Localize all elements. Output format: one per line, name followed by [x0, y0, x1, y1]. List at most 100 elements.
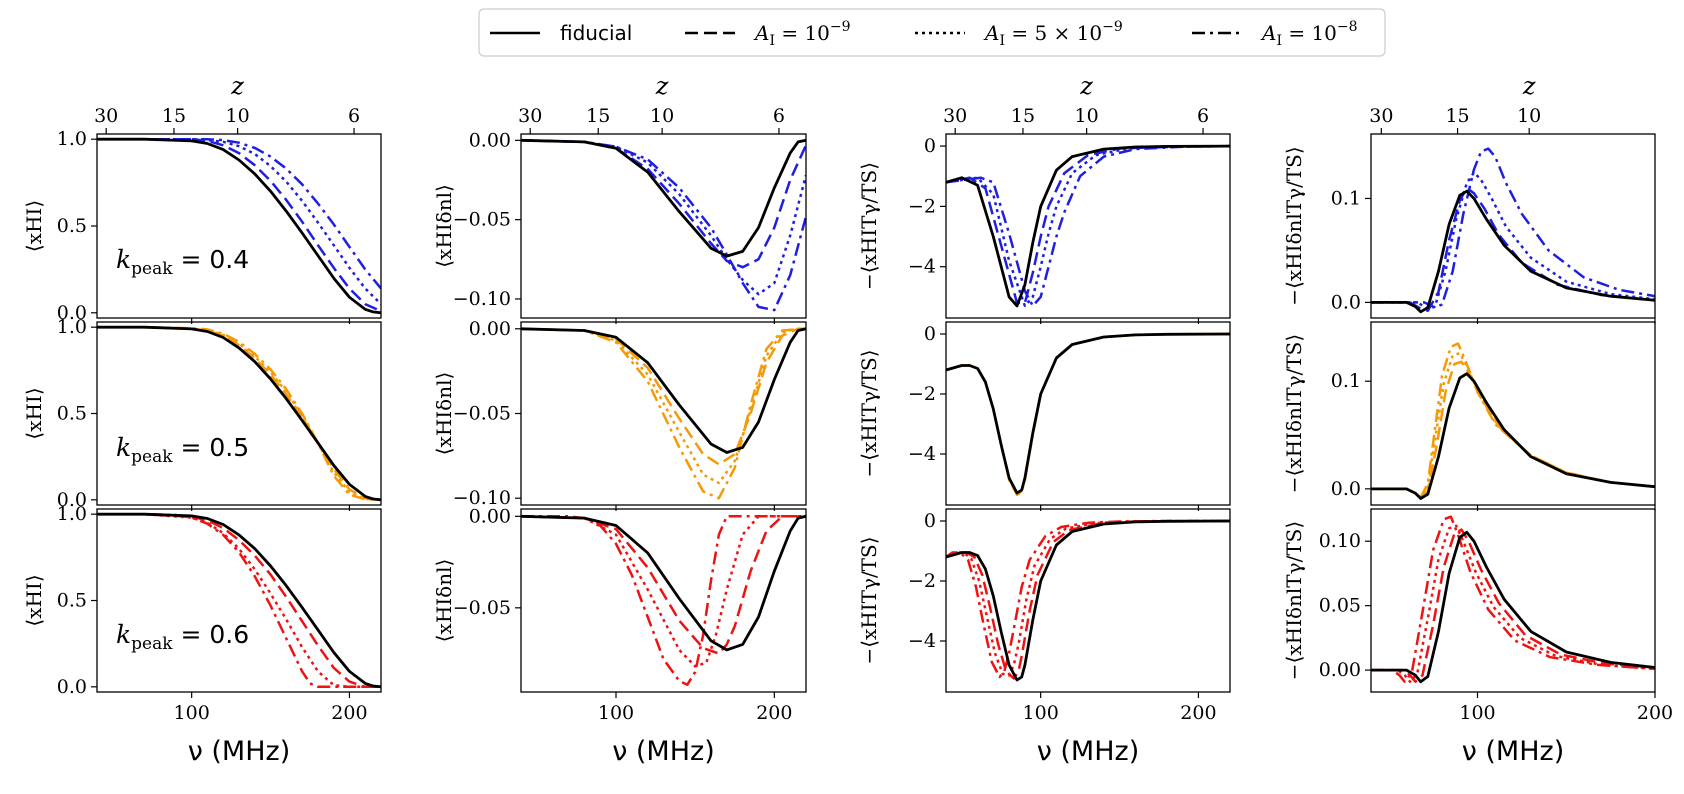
text-span: peak	[131, 634, 173, 654]
series-solid	[521, 138, 806, 258]
series-dotted	[521, 327, 806, 485]
y-tick-label: −0.05	[453, 597, 511, 619]
text-span: = 10	[1282, 21, 1337, 45]
series-solid	[521, 327, 806, 454]
panel-r1-c0: 0.0 0.5 1.0 ⟨xHI⟩ kpeak = 0.5	[22, 316, 382, 511]
y-axis-label: ⟨xHIδnl⟩	[432, 372, 456, 456]
y-tick-label: 0.0	[57, 489, 87, 511]
y-tick-label: 0.5	[57, 215, 87, 237]
series-dashed	[946, 519, 1230, 680]
text-span: k	[116, 433, 131, 462]
series-dashdot	[1371, 147, 1655, 309]
legend-label: AI = 10−9	[753, 19, 851, 49]
y-tick-label: 0	[924, 135, 936, 157]
curves	[521, 138, 806, 312]
series-dotted	[946, 519, 1230, 677]
series-dashdot	[946, 519, 1230, 679]
series-dotted	[946, 144, 1230, 308]
z-tick-label: 30	[943, 105, 967, 127]
curves	[1371, 342, 1655, 500]
y-tick-label: −4	[908, 630, 936, 652]
series-solid	[946, 519, 1230, 682]
y-tick-label: −0.10	[453, 487, 511, 509]
series-dashdot	[1371, 515, 1655, 683]
y-tick-label: 0.0	[1331, 291, 1361, 313]
y-tick-label: 0.5	[57, 403, 87, 425]
panel-r0-c1: 30 15 10 6 z 0.00 −0.05 −0.10 ⟨xHIδnl⟩	[432, 72, 807, 324]
y-axis-label: −⟨xHITγ/TS⟩	[857, 536, 881, 664]
series-dashed	[1371, 360, 1655, 499]
text-span: peak	[131, 447, 173, 467]
y-tick-label: 0.00	[1319, 659, 1361, 681]
x-tick-label: 200	[1180, 702, 1216, 724]
k-peak-annotation: kpeak = 0.4	[116, 245, 249, 279]
curves	[97, 325, 381, 502]
z-axis-label: z	[230, 72, 244, 100]
y-tick-label: 0.5	[57, 590, 87, 612]
y-axis-label: ⟨xHIδnl⟩	[432, 559, 456, 643]
series-dashed	[97, 325, 381, 502]
series-solid	[1371, 372, 1655, 500]
y-tick-label: 1.0	[57, 316, 87, 338]
y-tick-label: 0.0	[57, 676, 87, 698]
x-tick-label: 200	[756, 702, 792, 724]
text-span: = 0.4	[173, 245, 250, 274]
series-dotted	[97, 137, 381, 305]
panel-r0-c2: 30 15 10 6 z 0 −2 −4 −⟨xHITγ/TS⟩	[857, 72, 1231, 324]
series-solid	[946, 144, 1230, 308]
series-dotted	[521, 139, 806, 296]
z-axis-label: z	[1079, 72, 1093, 100]
z-tick-label: 15	[1011, 105, 1035, 127]
panel-frame	[520, 133, 807, 319]
series-dashdot	[521, 139, 806, 312]
y-axis-label: ⟨xHI⟩	[22, 387, 46, 439]
x-axis-label: ν (MHz)	[188, 736, 291, 767]
y-tick-label: 0.00	[469, 318, 511, 340]
x-tick-label: 100	[1023, 702, 1059, 724]
series-dashdot	[521, 515, 806, 686]
panel-r1-c1: 0.00 −0.05 −0.10 ⟨xHIδnl⟩	[432, 318, 807, 511]
text-span: A	[753, 21, 769, 45]
series-dotted	[1371, 351, 1655, 499]
text-span: peak	[131, 259, 173, 279]
y-tick-label: 0.00	[469, 505, 511, 527]
y-tick-label: 0.1	[1331, 370, 1361, 392]
y-tick-label: 0.1	[1331, 187, 1361, 209]
curves	[521, 514, 806, 686]
series-solid	[97, 325, 381, 502]
legend-label: fiducial	[560, 21, 632, 45]
text-span: = 0.5	[173, 433, 250, 462]
y-tick-label: −0.10	[453, 288, 511, 310]
panel-r2-c2: 100 200 0 −2 −4 −⟨xHITγ/TS⟩ ν (MHz)	[857, 508, 1231, 767]
panel-frame	[945, 133, 1231, 319]
z-tick-label: 10	[650, 105, 674, 127]
series-solid	[521, 514, 806, 652]
text-span: A	[1260, 21, 1276, 45]
curves	[946, 144, 1230, 308]
y-axis-label: −⟨xHIδnlTγ/TS⟩	[1282, 146, 1306, 305]
panel-r2-c0: 100 200 0.0 0.5 1.0 ⟨xHI⟩ kpeak = 0.6 ν (MHz)	[22, 503, 382, 767]
series-dashed	[946, 332, 1230, 495]
z-tick-label: 30	[94, 105, 118, 127]
y-tick-label: 0.0	[57, 302, 87, 324]
y-tick-label: 1.0	[57, 503, 87, 525]
panel-frame	[1370, 133, 1656, 319]
text-span: = 0.6	[173, 620, 250, 649]
y-tick-label: −4	[908, 256, 936, 278]
series-solid	[97, 137, 381, 315]
y-tick-label: 0.05	[1319, 595, 1361, 617]
y-tick-label: −2	[908, 383, 936, 405]
legend-entry: AI = 10−8	[1192, 19, 1358, 49]
text-span: −9	[830, 19, 851, 35]
y-axis-label: ⟨xHI⟩	[22, 200, 46, 252]
series-dashed	[521, 139, 806, 269]
z-tick-label: 6	[1197, 105, 1209, 127]
z-axis-label: z	[655, 72, 669, 100]
text-span: −9	[1102, 19, 1123, 35]
y-tick-label: 0.00	[469, 129, 511, 151]
z-tick-label: 15	[586, 105, 610, 127]
series-dashed	[97, 512, 381, 689]
z-tick-label: 10	[1517, 105, 1541, 127]
series-dashed	[521, 515, 806, 655]
